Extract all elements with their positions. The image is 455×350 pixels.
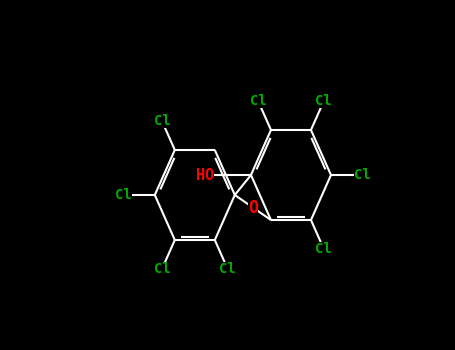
Text: Cl: Cl bbox=[219, 262, 236, 276]
Text: Cl: Cl bbox=[315, 94, 332, 108]
Text: Cl: Cl bbox=[154, 262, 170, 276]
Text: O: O bbox=[248, 198, 258, 217]
Text: HO: HO bbox=[196, 168, 214, 182]
Text: Cl: Cl bbox=[250, 94, 267, 108]
Text: Cl: Cl bbox=[115, 188, 131, 202]
Text: Cl: Cl bbox=[315, 242, 332, 256]
Text: Cl: Cl bbox=[354, 168, 371, 182]
Text: Cl: Cl bbox=[154, 114, 170, 128]
